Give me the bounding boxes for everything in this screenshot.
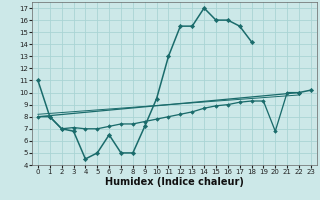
- X-axis label: Humidex (Indice chaleur): Humidex (Indice chaleur): [105, 177, 244, 187]
